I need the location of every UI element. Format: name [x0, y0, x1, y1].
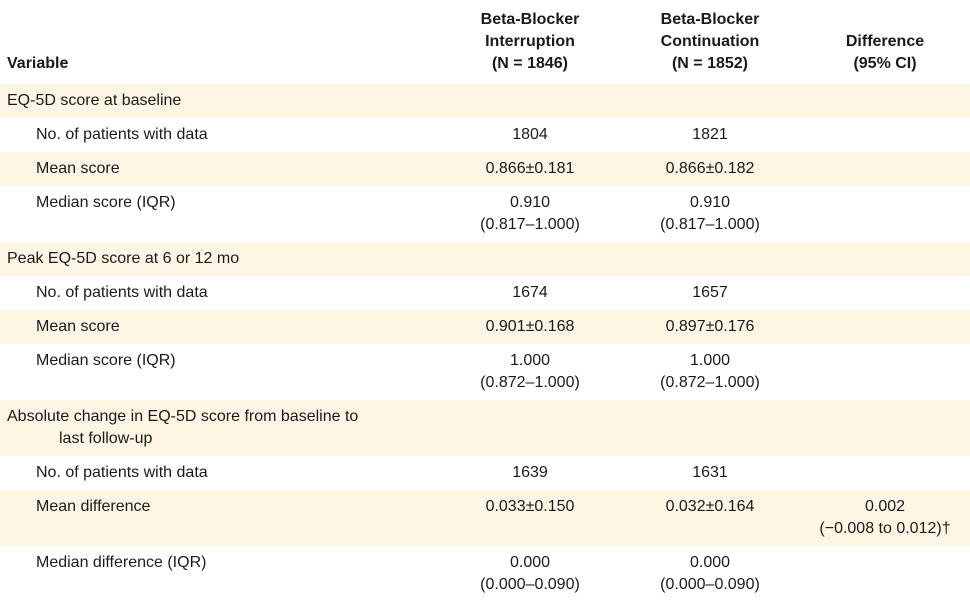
row-label: Mean score — [36, 160, 120, 177]
table-row: No. of patients with data 1804 1821 — [0, 118, 970, 152]
table-row: Mean difference 0.033±0.150 0.032±0.164 … — [0, 490, 970, 546]
value-line: 1.000 — [689, 352, 731, 369]
interruption-value: 1804 — [512, 126, 548, 143]
section-row: Peak EQ-5D score at 6 or 12 mo — [0, 242, 970, 276]
difference-value: 0.002 (−0.008 to 0.012)† — [800, 490, 970, 546]
value-line: 1.000 — [509, 352, 551, 369]
header-difference-line: (95% CI) — [853, 55, 917, 72]
continuation-value: 1821 — [692, 126, 728, 143]
continuation-value: 0.032±0.164 — [665, 498, 755, 515]
empty-cell — [800, 84, 970, 118]
row-label: Mean difference — [36, 498, 151, 515]
header-difference: Difference (95% CI) — [800, 0, 970, 84]
difference-value — [800, 344, 970, 400]
table-row: Mean score 0.866±0.181 0.866±0.182 — [0, 152, 970, 186]
value-line: 0.002 — [864, 498, 906, 515]
difference-value — [800, 186, 970, 242]
value-line: (0.872–1.000) — [480, 374, 580, 391]
difference-value — [800, 118, 970, 152]
header-variable-text: Variable — [7, 55, 69, 72]
value-line: (0.817–1.000) — [660, 216, 760, 233]
header-continuation-line: (N = 1852) — [671, 55, 749, 72]
section-row: Absolute change in EQ-5D score from base… — [0, 400, 970, 456]
header-continuation-line: Beta-Blocker — [660, 11, 760, 28]
continuation-value: 0.866±0.182 — [665, 160, 755, 177]
table-row: No. of patients with data 1674 1657 — [0, 276, 970, 310]
value-line: (0.872–1.000) — [660, 374, 760, 391]
section-title: Peak EQ-5D score at 6 or 12 mo — [7, 250, 240, 267]
row-label: Mean score — [36, 318, 120, 335]
interruption-value: 0.910 (0.817–1.000) — [440, 186, 620, 242]
row-label: Median score (IQR) — [36, 194, 176, 211]
header-difference-line: Difference — [845, 33, 925, 50]
section-row: EQ-5D score at baseline — [0, 84, 970, 118]
interruption-value: 1.000 (0.872–1.000) — [440, 344, 620, 400]
header-interruption-line: Interruption — [485, 33, 575, 50]
continuation-value: 0.910 (0.817–1.000) — [620, 186, 800, 242]
continuation-value: 1.000 (0.872–1.000) — [620, 344, 800, 400]
difference-value — [800, 310, 970, 344]
empty-cell — [440, 400, 620, 456]
row-label: No. of patients with data — [36, 126, 208, 143]
row-label: Median difference (IQR) — [36, 554, 207, 571]
header-interruption-line: Beta-Blocker — [480, 11, 580, 28]
difference-value — [800, 456, 970, 490]
header-variable: Variable — [0, 0, 440, 84]
value-line: (0.000–0.090) — [480, 576, 580, 593]
section-title: Absolute change in EQ-5D score from base… — [0, 400, 440, 456]
row-label: Median score (IQR) — [36, 352, 176, 369]
section-title-line: Absolute change in EQ-5D score from base… — [7, 408, 359, 425]
header-continuation: Beta-Blocker Continuation (N = 1852) — [620, 0, 800, 84]
row-label: No. of patients with data — [36, 284, 208, 301]
interruption-value: 0.866±0.181 — [485, 160, 575, 177]
empty-cell — [620, 400, 800, 456]
value-line: 0.910 — [689, 194, 731, 211]
empty-cell — [440, 242, 620, 276]
section-title-line: last follow-up — [59, 430, 153, 447]
value-line: 0.000 — [689, 554, 731, 571]
header-continuation-line: Continuation — [660, 33, 760, 50]
table-row: Median score (IQR) 0.910 (0.817–1.000) 0… — [0, 186, 970, 242]
empty-cell — [620, 242, 800, 276]
table-row: Median difference (IQR) 0.000 (0.000–0.0… — [0, 546, 970, 602]
empty-cell — [620, 84, 800, 118]
value-line: (0.000–0.090) — [660, 576, 760, 593]
interruption-value: 1639 — [512, 464, 548, 481]
header-interruption-line: (N = 1846) — [491, 55, 569, 72]
row-label: No. of patients with data — [36, 464, 208, 481]
empty-cell — [800, 400, 970, 456]
empty-cell — [800, 242, 970, 276]
table-row: No. of patients with data 1639 1631 — [0, 456, 970, 490]
continuation-value: 1657 — [692, 284, 728, 301]
empty-cell — [440, 84, 620, 118]
value-line: (0.817–1.000) — [480, 216, 580, 233]
table-row: Median score (IQR) 1.000 (0.872–1.000) 1… — [0, 344, 970, 400]
header-interruption: Beta-Blocker Interruption (N = 1846) — [440, 0, 620, 84]
interruption-value: 0.033±0.150 — [485, 498, 575, 515]
value-line: (−0.008 to 0.012)† — [819, 520, 951, 537]
interruption-value: 0.901±0.168 — [485, 318, 575, 335]
continuation-value: 0.000 (0.000–0.090) — [620, 546, 800, 602]
table-row: Mean score 0.901±0.168 0.897±0.176 — [0, 310, 970, 344]
continuation-value: 0.897±0.176 — [665, 318, 755, 335]
difference-value — [800, 546, 970, 602]
difference-value — [800, 276, 970, 310]
value-line: 0.910 — [509, 194, 551, 211]
interruption-value: 1674 — [512, 284, 548, 301]
continuation-value: 1631 — [692, 464, 728, 481]
interruption-value: 0.000 (0.000–0.090) — [440, 546, 620, 602]
section-title: EQ-5D score at baseline — [7, 92, 182, 109]
value-line: 0.000 — [509, 554, 551, 571]
difference-value — [800, 152, 970, 186]
table-header: Variable Beta-Blocker Interruption (N = … — [0, 0, 970, 84]
